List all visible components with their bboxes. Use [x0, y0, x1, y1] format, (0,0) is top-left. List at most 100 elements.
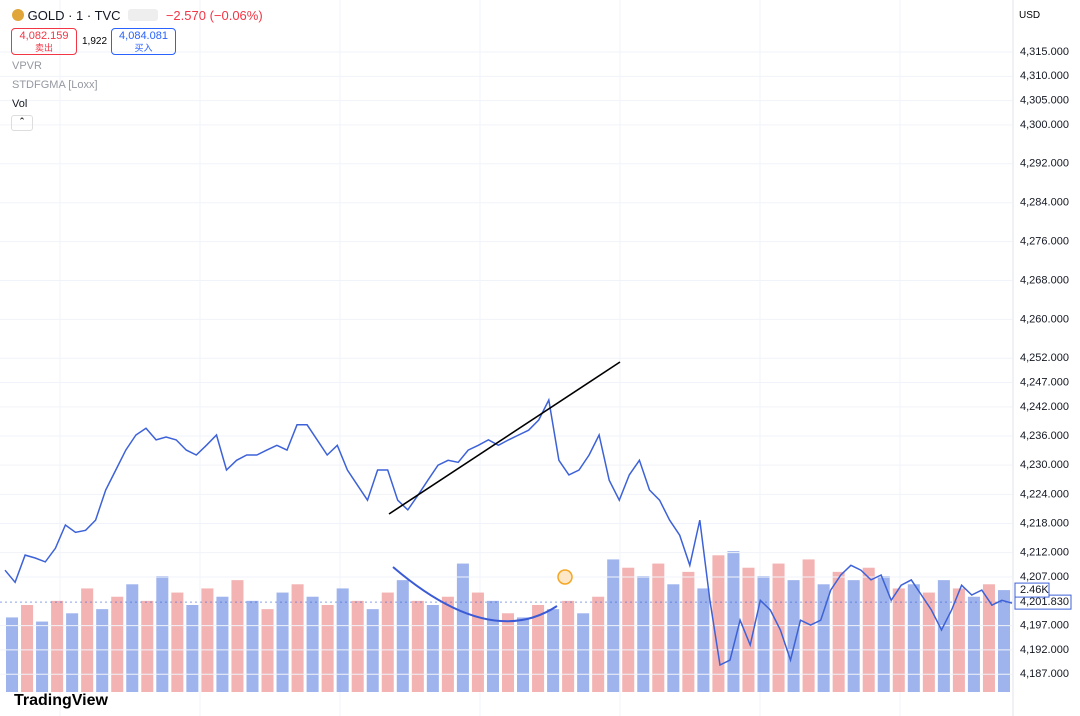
indicator[interactable]: STDFGMA [Loxx]: [12, 79, 98, 91]
y-tick-label: 4,300.000: [1020, 119, 1069, 131]
volume-bar: [787, 580, 800, 692]
volume-bar: [652, 563, 665, 692]
sell-button[interactable]: 4,082.159 卖出: [11, 28, 77, 55]
volume-bar: [967, 596, 980, 692]
volume-bar: [742, 567, 755, 692]
volume-bar: [216, 596, 229, 692]
volume-bar: [111, 596, 124, 692]
y-tick-label: 4,247.000: [1020, 376, 1069, 388]
volume-bar: [456, 563, 469, 692]
volume-bar: [937, 580, 950, 692]
symbol[interactable]: GOLD · 1 · TVC: [27, 8, 121, 23]
toggle[interactable]: [128, 9, 159, 21]
indicator[interactable]: Vol: [12, 98, 28, 110]
volume-bar: [892, 588, 905, 692]
y-tick-label: 4,284.000: [1020, 197, 1069, 209]
volume-bar: [471, 592, 484, 692]
volume-bar: [847, 580, 860, 692]
volume-bar: [517, 617, 530, 692]
volume-bar: [351, 600, 364, 692]
volume-bar: [712, 555, 725, 692]
volume-bar: [562, 600, 575, 692]
volume-bar: [366, 609, 379, 692]
volume-bar: [997, 590, 1010, 692]
volume-bar: [201, 588, 214, 692]
y-tick-label: 4,224.000: [1020, 488, 1069, 500]
volume-bar: [411, 600, 424, 692]
price-line: [4, 397, 1013, 667]
y-tick-label: 4,236.000: [1020, 430, 1069, 442]
volume-bar: [547, 609, 560, 692]
volume-bar: [757, 576, 770, 692]
indicator[interactable]: VPVR: [12, 60, 42, 72]
volume-bar: [321, 605, 334, 692]
volume-bar: [637, 576, 650, 692]
volume-bar: [66, 613, 79, 692]
volume-bar: [697, 588, 710, 692]
y-tick-label: 4,192.000: [1020, 644, 1069, 656]
y-tick-label: 4,268.000: [1020, 274, 1069, 286]
volume-bar: [171, 592, 184, 692]
y-tick-label: 4,230.000: [1020, 459, 1069, 471]
volume-bar: [952, 588, 965, 692]
arc-drawing[interactable]: [392, 566, 558, 623]
volume-bar: [667, 584, 680, 692]
volume-bar: [6, 617, 19, 692]
volume-bar: [877, 576, 890, 692]
volume-bar: [501, 613, 515, 692]
y-tick-label: 4,276.000: [1020, 235, 1069, 247]
volume-bar: [727, 551, 740, 692]
volume-bar: [907, 584, 920, 692]
volume-bar: [982, 584, 995, 692]
volume-bar: [51, 600, 64, 692]
volume-bar: [231, 580, 244, 692]
volume-bar: [336, 588, 349, 692]
y-tick-label: 4,305.000: [1020, 95, 1069, 107]
volume-bar: [486, 600, 499, 692]
volume-bar: [306, 596, 319, 692]
symbol-icon: [12, 9, 24, 21]
volume-bar: [532, 605, 545, 692]
volume-bar: [186, 605, 199, 692]
volume-bar: [592, 596, 605, 692]
last-volume-label: 2.46K: [1020, 584, 1049, 596]
event-marker[interactable]: [557, 569, 573, 585]
volume-bar: [21, 605, 34, 692]
y-tick-label: 4,310.000: [1020, 70, 1069, 82]
buy-button[interactable]: 4,084.081 买入: [111, 28, 176, 55]
symbol-bar: GOLD · 1 · TVC −2.570 (−0.06%): [12, 8, 263, 23]
volume-bar: [862, 567, 875, 692]
collapse-button[interactable]: ⌃: [11, 115, 33, 131]
y-tick-label: 4,218.000: [1020, 517, 1069, 529]
currency[interactable]: USD: [1019, 10, 1041, 21]
buy-label: 买入: [134, 43, 153, 53]
volume-bar: [441, 596, 454, 692]
brand: TradingView: [14, 692, 108, 709]
volume-bar: [156, 576, 169, 692]
volume-bar: [96, 609, 109, 692]
sell-price: 4,082.159: [19, 30, 69, 42]
y-tick-label: 4,187.000: [1020, 668, 1069, 680]
spread: 1,922: [82, 36, 108, 47]
last-price-label: 4,201.830: [1020, 596, 1069, 608]
volume-bar: [126, 584, 139, 692]
y-tick-label: 4,315.000: [1020, 46, 1069, 58]
trend-line[interactable]: [388, 361, 621, 515]
buy-price: 4,084.081: [119, 30, 168, 42]
volume-bar: [246, 600, 259, 692]
volume-bar: [577, 613, 590, 692]
volume-bar: [291, 584, 304, 692]
volume-bar: [426, 605, 439, 692]
volume-bar: [622, 567, 635, 692]
y-tick-label: 4,260.000: [1020, 313, 1069, 325]
y-tick-label: 4,207.000: [1020, 571, 1069, 583]
volume-bar: [81, 588, 94, 692]
price-pane: [0, 51, 1013, 675]
volume-bar: [141, 600, 154, 692]
volume-bar: [36, 621, 49, 692]
sell-label: 卖出: [34, 43, 53, 53]
volume-bar: [922, 592, 935, 692]
